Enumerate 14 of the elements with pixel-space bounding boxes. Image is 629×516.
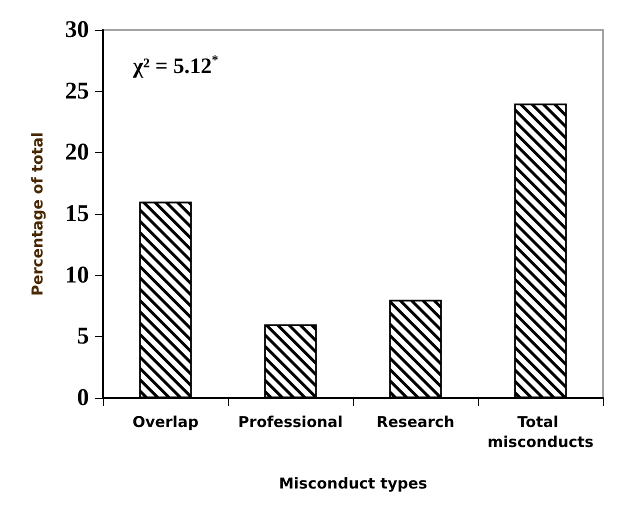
y-tick-label: 15: [65, 201, 89, 227]
y-tick-label: 0: [77, 385, 89, 411]
x-tick-label: Overlap: [132, 413, 199, 431]
y-tick-label: 20: [65, 140, 89, 166]
y-tick-label: 25: [65, 78, 89, 104]
x-tick-label: Professional: [238, 413, 343, 431]
y-tick-label: 5: [77, 324, 89, 350]
y-axis-title: Percentage of total: [28, 132, 46, 296]
x-axis-title: Misconduct types: [278, 474, 428, 492]
x-tick-label: Total misconducts: [488, 413, 594, 451]
x-tick-label: Research: [376, 413, 454, 431]
y-tick-label: 10: [65, 262, 89, 288]
annotation: χ² = 5.12*: [132, 52, 218, 78]
y-tick-label: 30: [65, 17, 89, 43]
